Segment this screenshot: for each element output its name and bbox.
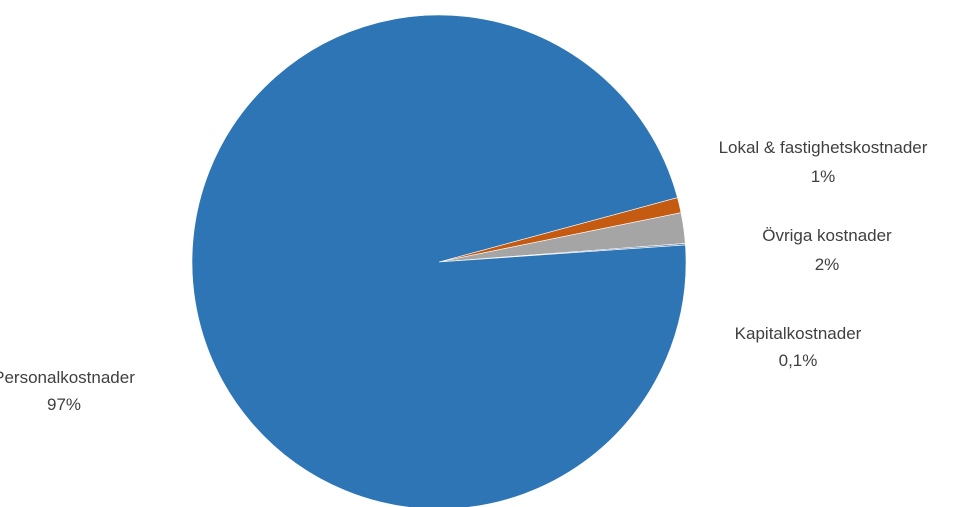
slice-value-kapitalkostnader: 0,1%	[779, 351, 818, 370]
slice-label-personalkostnader: Personalkostnader	[0, 368, 135, 387]
slice-label-ovriga-kostnader: Övriga kostnader	[762, 226, 892, 245]
slice-label-kapitalkostnader: Kapitalkostnader	[735, 324, 862, 343]
pie-labels: Personalkostnader 97% Lokal & fastighets…	[0, 138, 928, 414]
pie-slices	[191, 14, 687, 507]
slice-label-lokal-fastighetskostnader: Lokal & fastighetskostnader	[719, 138, 928, 157]
pie-slice-personalkostnader	[191, 14, 687, 507]
slice-value-ovriga-kostnader: 2%	[815, 255, 840, 274]
slice-value-lokal-fastighetskostnader: 1%	[811, 167, 836, 186]
slice-value-personalkostnader: 97%	[47, 395, 81, 414]
